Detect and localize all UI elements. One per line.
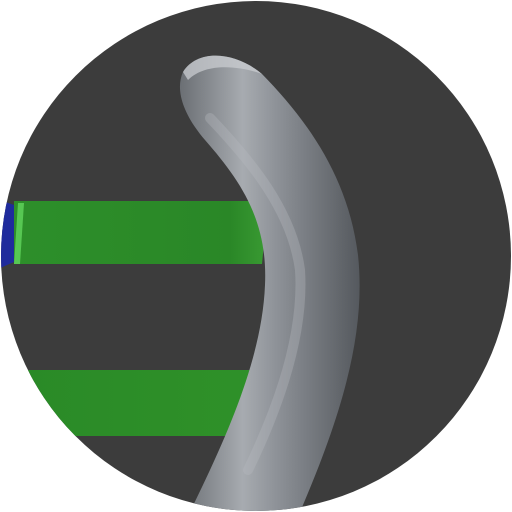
tube-specular-highlight bbox=[205, 113, 306, 475]
lower-green-bar bbox=[20, 370, 262, 436]
upper-green-bar-highlight bbox=[14, 203, 24, 264]
blue-edge-fragment bbox=[1, 200, 14, 268]
tube-cap-highlight bbox=[183, 55, 262, 80]
scene-objects bbox=[1, 55, 360, 511]
curved-grey-tube bbox=[179, 55, 360, 511]
upper-green-bar bbox=[14, 201, 268, 264]
